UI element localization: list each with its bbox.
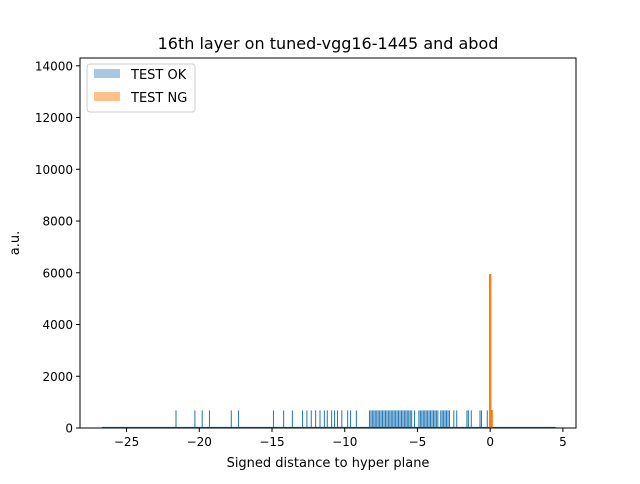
x-axis: −25 −20 −15 −10 −5 0 5: [114, 428, 567, 449]
chart-title: 16th layer on tuned-vgg16-1445 and abod: [158, 34, 499, 53]
y-tick-label: 0: [65, 422, 73, 436]
x-tick-label: −5: [409, 435, 427, 449]
x-tick-label: −20: [187, 435, 212, 449]
y-tick-label: 2000: [42, 370, 73, 384]
x-tick-label: 5: [559, 435, 567, 449]
legend-label-test-ng: TEST NG: [130, 91, 187, 106]
y-tick-label: 6000: [42, 266, 73, 280]
axes-frame: [79, 57, 577, 429]
x-tick-label: −10: [332, 435, 357, 449]
y-tick-label: 14000: [35, 59, 73, 73]
y-tick-label: 10000: [35, 163, 73, 177]
x-tick-label: −25: [114, 435, 139, 449]
y-tick-label: 12000: [35, 111, 73, 125]
y-tick-label: 8000: [42, 215, 73, 229]
y-axis: 0 2000 4000 6000 8000 10000 12000 14000: [35, 59, 80, 436]
y-tick-label: 4000: [42, 318, 73, 332]
legend: TEST OK TEST NG: [86, 63, 196, 113]
legend-swatch-test-ok: [94, 69, 120, 78]
x-tick-label: −15: [259, 435, 284, 449]
legend-label-test-ok: TEST OK: [130, 68, 187, 83]
series-test-ng-bar: [490, 409, 493, 428]
y-axis-label: a.u.: [8, 231, 23, 255]
x-axis-label: Signed distance to hyper plane: [227, 456, 430, 471]
series-test-ng-bar: [488, 274, 492, 428]
legend-swatch-test-ng: [94, 92, 120, 101]
x-tick-label: 0: [486, 435, 494, 449]
